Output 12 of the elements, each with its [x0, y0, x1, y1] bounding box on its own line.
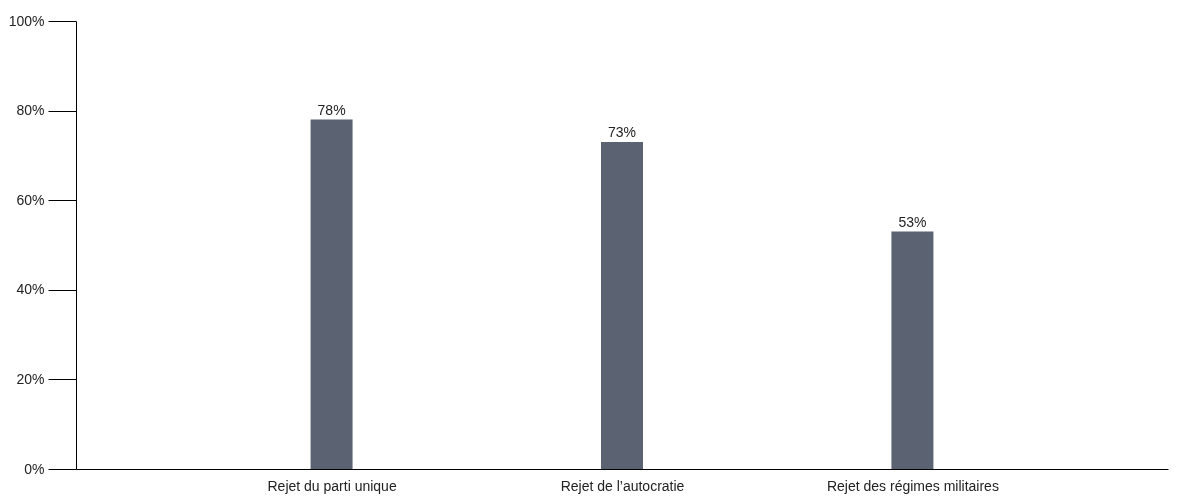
- data-label: 73%: [607, 123, 637, 140]
- y-tick-label: 0%: [24, 460, 45, 477]
- y-tick-label: 60%: [16, 191, 45, 208]
- y-tick-label: 100%: [8, 12, 45, 29]
- data-label: 78%: [317, 101, 346, 118]
- x-tick-label: Rejet du parti unique: [267, 477, 397, 494]
- y-tick-label: 40%: [16, 281, 45, 298]
- x-tick-label: Rejet des régimes militaires: [826, 477, 999, 494]
- x-tick-label: Rejet de l’autocratie: [560, 477, 685, 494]
- y-tick-label: 20%: [16, 370, 45, 387]
- y-tick-label: 80%: [16, 102, 45, 119]
- data-label: 53%: [898, 213, 927, 230]
